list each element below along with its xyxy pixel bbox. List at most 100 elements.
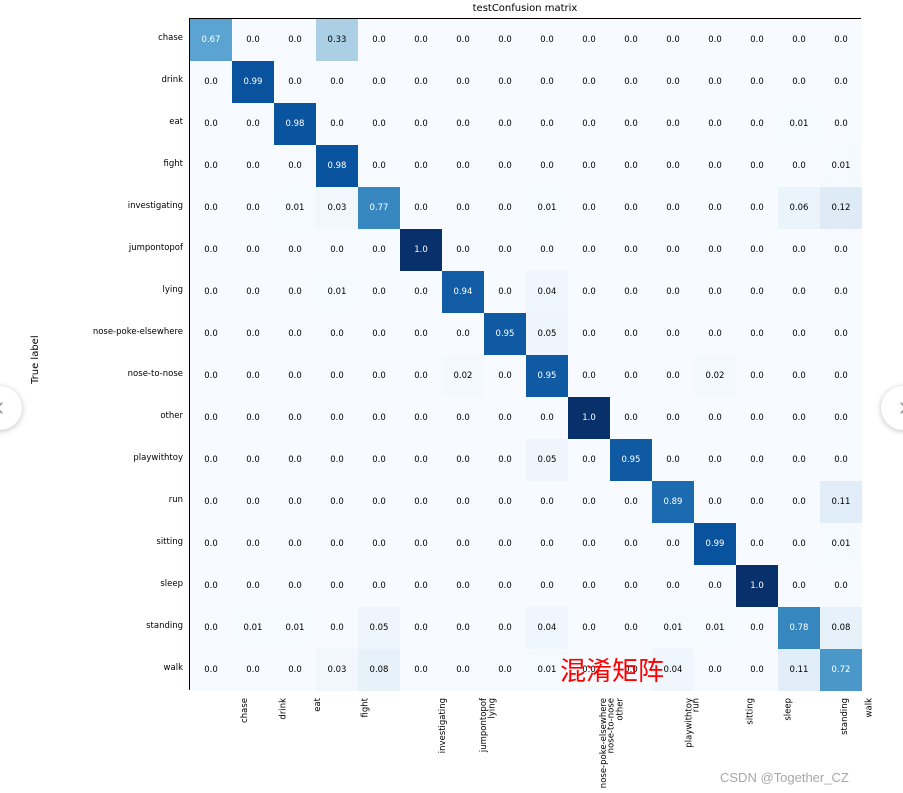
heatmap-cell-value: 0.0 <box>204 413 218 423</box>
heatmap-cell-value: 0.0 <box>330 245 344 255</box>
heatmap-cell-value: 0.0 <box>582 203 596 213</box>
heatmap-cell-value: 0.0 <box>456 539 470 549</box>
heatmap-cell-value: 0.0 <box>708 413 722 423</box>
y-tick-label: standing <box>146 621 183 631</box>
heatmap-cell-value: 0.0 <box>666 203 680 213</box>
y-tick-label: run <box>169 495 183 505</box>
heatmap-cell-value: 0.0 <box>330 455 344 465</box>
heatmap-cell-value: 0.0 <box>456 77 470 87</box>
heatmap-cell-value: 0.0 <box>288 161 302 171</box>
heatmap-cell-value: 0.0 <box>624 203 638 213</box>
heatmap-cell-value: 0.0 <box>834 329 848 339</box>
y-tick-label: jumpontopof <box>129 243 183 253</box>
heatmap-cell-value: 0.0 <box>582 245 596 255</box>
heatmap-cell-value: 0.98 <box>286 119 305 129</box>
chevron-right-icon <box>894 399 903 417</box>
heatmap-cell-value: 0.0 <box>792 413 806 423</box>
y-tick-label: fight <box>164 159 183 169</box>
heatmap-cell-value: 0.0 <box>540 413 554 423</box>
heatmap-cell-value: 0.99 <box>244 77 263 87</box>
y-tick-label: other <box>160 411 183 421</box>
heatmap-cell-value: 0.03 <box>328 203 347 213</box>
heatmap-cell-value: 0.0 <box>792 35 806 45</box>
y-tick-label: nose-to-nose <box>128 369 183 379</box>
heatmap-cell-value: 0.0 <box>666 539 680 549</box>
x-tick-label: sitting <box>746 698 756 725</box>
heatmap-cell-value: 0.0 <box>246 581 260 591</box>
heatmap-cell-value: 0.0 <box>330 539 344 549</box>
heatmap-cell-value: 0.0 <box>414 623 428 633</box>
heatmap-cell-value: 0.0 <box>498 665 512 675</box>
heatmap-cell-value: 0.0 <box>750 665 764 675</box>
heatmap-cell-value: 0.0 <box>792 77 806 87</box>
y-tick-label: lying <box>162 285 183 295</box>
heatmap-cell-value: 0.0 <box>708 455 722 465</box>
heatmap-cell-value: 0.0 <box>498 623 512 633</box>
heatmap-cell-value: 0.03 <box>328 665 347 675</box>
heatmap-cell-value: 0.04 <box>538 287 557 297</box>
heatmap-cell-value: 0.0 <box>204 329 218 339</box>
heatmap-cell-value: 0.01 <box>538 665 557 675</box>
heatmap-cell-value: 0.0 <box>204 539 218 549</box>
heatmap-cell-value: 0.33 <box>328 35 347 45</box>
heatmap-cell-value: 0.98 <box>328 161 347 171</box>
heatmap-cell-value: 0.0 <box>540 161 554 171</box>
heatmap-cell-value: 0.0 <box>204 371 218 381</box>
heatmap-cell-value: 0.11 <box>790 665 809 675</box>
heatmap-cell-value: 0.0 <box>204 623 218 633</box>
heatmap-cell-value: 0.94 <box>454 287 473 297</box>
heatmap-cell-value: 0.0 <box>498 161 512 171</box>
carousel-next-button[interactable] <box>881 386 903 430</box>
heatmap-cell-value: 0.08 <box>370 665 389 675</box>
heatmap-cell-value: 0.06 <box>790 203 809 213</box>
heatmap-cell-value: 0.0 <box>330 413 344 423</box>
heatmap-cell-value: 0.0 <box>288 371 302 381</box>
heatmap-cell-value: 0.0 <box>246 119 260 129</box>
heatmap-cell-value: 0.0 <box>666 455 680 465</box>
heatmap-cell-value: 0.0 <box>708 35 722 45</box>
heatmap-cell-value: 0.0 <box>792 539 806 549</box>
heatmap-cell-value: 0.0 <box>582 497 596 507</box>
heatmap-cell-value: 0.0 <box>792 497 806 507</box>
red-annotation: 混淆矩阵 <box>560 651 664 688</box>
heatmap-cell-value: 0.0 <box>834 77 848 87</box>
heatmap-cell-value: 0.0 <box>372 497 386 507</box>
heatmap-cell-value: 0.0 <box>708 119 722 129</box>
heatmap-cell-value: 0.0 <box>414 665 428 675</box>
heatmap-cell-value: 0.0 <box>456 581 470 591</box>
heatmap-cell-value: 0.0 <box>582 371 596 381</box>
heatmap-cell-value: 0.0 <box>246 203 260 213</box>
heatmap-cell-value: 0.0 <box>246 245 260 255</box>
heatmap-cell-value: 0.0 <box>708 581 722 591</box>
heatmap-cell-value: 0.0 <box>708 665 722 675</box>
heatmap-cell-value: 0.0 <box>750 203 764 213</box>
heatmap-cell-value: 0.0 <box>246 665 260 675</box>
heatmap-cell-value: 0.0 <box>498 245 512 255</box>
y-tick-label: drink <box>161 75 183 85</box>
y-tick-label: sitting <box>156 537 183 547</box>
heatmap-cell-value: 0.0 <box>624 119 638 129</box>
heatmap-cell-value: 0.0 <box>204 245 218 255</box>
heatmap-cell-value: 0.0 <box>288 77 302 87</box>
heatmap-cell-value: 0.0 <box>540 539 554 549</box>
heatmap-cell-value: 0.0 <box>834 413 848 423</box>
heatmap-cell-value: 1.0 <box>750 581 764 591</box>
heatmap-cell-value: 0.0 <box>624 581 638 591</box>
heatmap-cell-value: 0.0 <box>792 287 806 297</box>
heatmap-cell-value: 0.0 <box>330 119 344 129</box>
y-axis-label: True label <box>30 335 41 384</box>
heatmap-cell-value: 0.95 <box>496 329 515 339</box>
heatmap-cell-value: 0.0 <box>834 245 848 255</box>
heatmap-cell-value: 0.0 <box>414 371 428 381</box>
heatmap-cell-value: 0.0 <box>204 581 218 591</box>
heatmap-cell-value: 0.0 <box>750 371 764 381</box>
heatmap-cell-value: 0.0 <box>246 455 260 465</box>
heatmap-cell-value: 0.0 <box>666 35 680 45</box>
heatmap-cell-value: 0.95 <box>622 455 641 465</box>
carousel-prev-button[interactable] <box>0 386 22 430</box>
heatmap-cell-value: 0.0 <box>372 245 386 255</box>
heatmap-cell-value: 0.0 <box>582 119 596 129</box>
heatmap-cell-value: 0.0 <box>498 455 512 465</box>
heatmap-cell-value: 0.0 <box>582 329 596 339</box>
heatmap-cell-value: 0.0 <box>204 455 218 465</box>
